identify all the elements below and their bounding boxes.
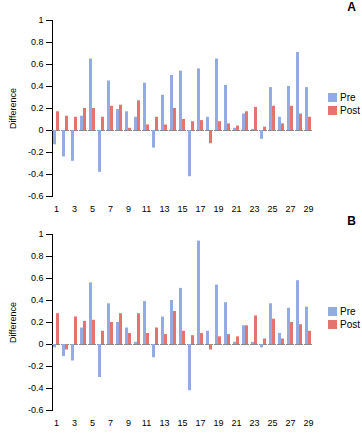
svg-text:13: 13 (159, 204, 169, 214)
svg-text:5: 5 (90, 204, 95, 214)
svg-text:11: 11 (142, 204, 151, 214)
svg-text:7: 7 (108, 204, 113, 214)
svg-text:19: 19 (213, 418, 223, 428)
svg-text:9: 9 (126, 418, 131, 428)
svg-text:-0.4: -0.4 (28, 169, 44, 179)
svg-text:0: 0 (38, 125, 43, 135)
svg-text:17: 17 (195, 418, 205, 428)
svg-text:-0.2: -0.2 (28, 147, 44, 157)
svg-text:17: 17 (195, 204, 205, 214)
svg-text:19: 19 (213, 204, 223, 214)
svg-text:1: 1 (38, 15, 43, 25)
svg-text:21: 21 (231, 418, 241, 428)
svg-text:15: 15 (177, 418, 187, 428)
svg-text:3: 3 (72, 204, 77, 214)
svg-text:-0.4: -0.4 (28, 383, 44, 393)
svg-text:0.2: 0.2 (31, 103, 44, 113)
svg-text:0.8: 0.8 (31, 251, 44, 261)
html-text:Pre: Pre (340, 92, 356, 103)
svg-text:9: 9 (126, 204, 131, 214)
svg-text:25: 25 (267, 204, 277, 214)
svg-text:0.2: 0.2 (31, 317, 44, 327)
svg-text:29: 29 (303, 418, 313, 428)
svg-text:Difference: Difference (8, 302, 18, 343)
svg-text:27: 27 (285, 204, 295, 214)
svg-text:5: 5 (90, 418, 95, 428)
svg-text:0.4: 0.4 (31, 81, 44, 91)
svg-text:1: 1 (54, 204, 59, 214)
svg-text:13: 13 (159, 418, 169, 428)
svg-text:7: 7 (108, 418, 113, 428)
html-text:A: A (347, 0, 356, 14)
svg-text:11: 11 (142, 418, 151, 428)
svg-text:Difference: Difference (8, 88, 18, 129)
html-text:Post: Post (340, 319, 360, 330)
svg-text:1: 1 (54, 418, 59, 428)
html-text:Post: Post (340, 105, 360, 116)
svg-text:1: 1 (38, 229, 43, 239)
svg-text:23: 23 (249, 418, 259, 428)
html-text:B: B (347, 214, 356, 228)
svg-text:3: 3 (72, 418, 77, 428)
svg-text:-0.2: -0.2 (28, 361, 44, 371)
svg-text:-0.6: -0.6 (28, 405, 44, 415)
svg-text:-0.6: -0.6 (28, 191, 44, 201)
svg-text:0.6: 0.6 (31, 273, 44, 283)
svg-text:0.6: 0.6 (31, 59, 44, 69)
svg-text:27: 27 (285, 418, 295, 428)
svg-text:0: 0 (38, 339, 43, 349)
svg-text:0.4: 0.4 (31, 295, 44, 305)
svg-text:21: 21 (231, 204, 241, 214)
svg-text:15: 15 (177, 204, 187, 214)
html-text:Pre: Pre (340, 306, 356, 317)
svg-text:0.8: 0.8 (31, 37, 44, 47)
svg-text:29: 29 (303, 204, 313, 214)
svg-text:25: 25 (267, 418, 277, 428)
svg-text:23: 23 (249, 204, 259, 214)
